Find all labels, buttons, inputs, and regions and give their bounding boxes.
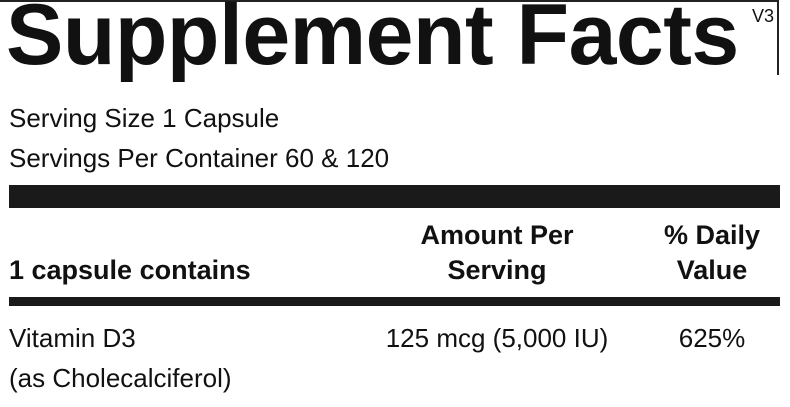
- divider-bar: [9, 297, 780, 306]
- nutrient-amount: 125 mcg (5,000 IU): [385, 323, 609, 353]
- nutrient-form: (as Cholecalciferol): [9, 363, 232, 393]
- column-header: % Daily Value: [663, 220, 761, 285]
- column-header: Amount Per Serving: [420, 220, 574, 285]
- divider-bar: [9, 185, 780, 208]
- serving-size: Serving Size 1 Capsule: [9, 103, 280, 133]
- column-header: 1 capsule contains: [9, 255, 251, 285]
- version: V3: [752, 6, 775, 26]
- daily-value: 625%: [678, 323, 746, 353]
- frame-line: [777, 0, 779, 75]
- nutrient-name: Vitamin D3: [9, 323, 136, 353]
- title: Supplement Facts: [6, 0, 739, 83]
- frame-line: [0, 0, 779, 2]
- servings-per-container: Servings Per Container 60 & 120: [9, 143, 390, 173]
